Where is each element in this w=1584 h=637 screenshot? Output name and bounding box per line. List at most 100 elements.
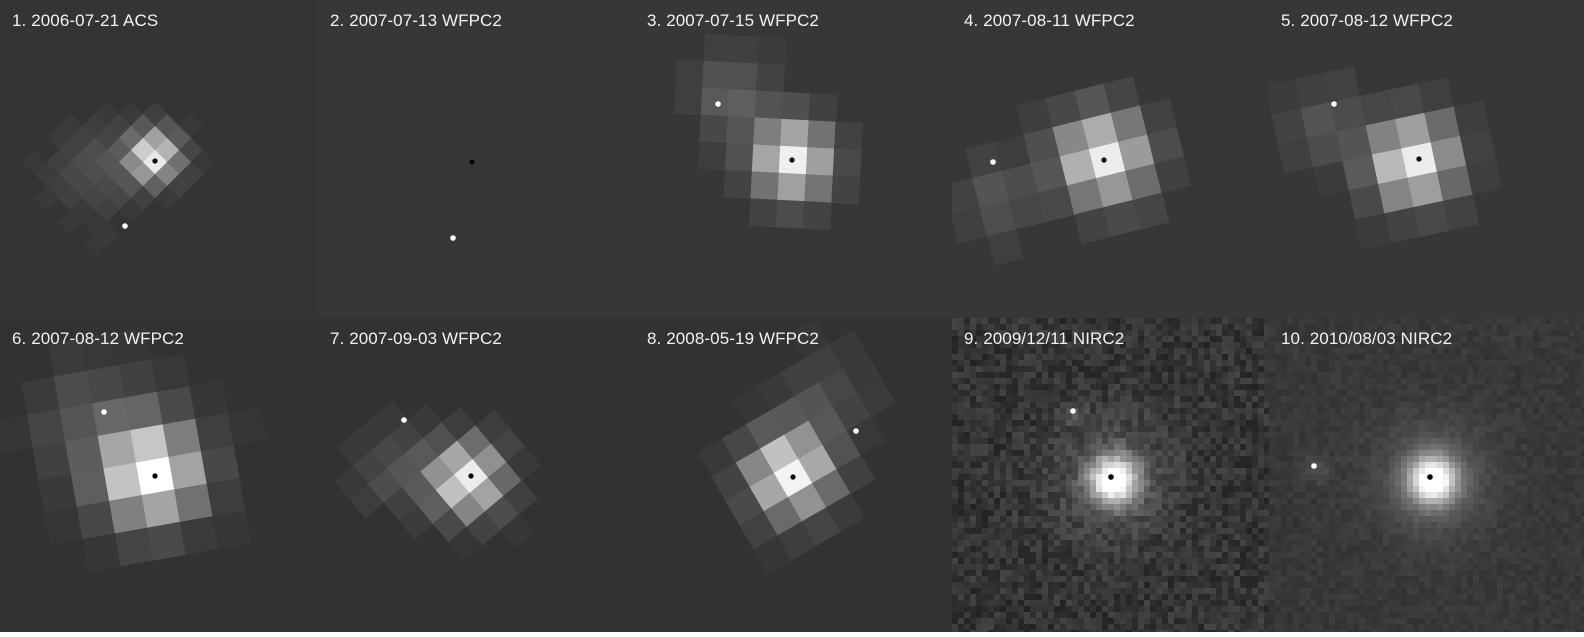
image-pixel xyxy=(1294,72,1331,109)
panel-5: 5. 2007-08-12 WFPC2 xyxy=(1269,0,1584,318)
panel-image xyxy=(635,318,952,632)
image-pixel xyxy=(1323,66,1360,103)
image-pixel xyxy=(828,329,868,369)
secondary-source-marker xyxy=(715,101,721,107)
image-pixel xyxy=(32,441,72,481)
image-pixel xyxy=(1154,156,1192,194)
image-pixel xyxy=(1378,177,1415,214)
image-pixel xyxy=(109,495,148,534)
image-pixel xyxy=(804,343,844,383)
secondary-source-marker xyxy=(853,428,859,434)
panel-image xyxy=(952,0,1269,318)
panel-label: 8. 2008-05-19 WFPC2 xyxy=(647,329,819,348)
image-pixel xyxy=(1354,213,1392,250)
image-pixel xyxy=(807,120,837,150)
image-pixel xyxy=(1330,95,1367,133)
image-pixel xyxy=(832,148,862,178)
image-pixel xyxy=(1371,148,1409,185)
image-pixel xyxy=(801,507,841,547)
image-pixel xyxy=(162,418,202,458)
image-pixel xyxy=(1008,192,1046,230)
image-pixel xyxy=(38,473,78,513)
image-pixel xyxy=(726,116,756,145)
image-pixel xyxy=(780,118,810,148)
panel-label: 4. 2007-08-11 WFPC2 xyxy=(964,11,1135,30)
image-pixel xyxy=(673,86,703,116)
panel-label: 9. 2009/12/11 NIRC2 xyxy=(964,329,1125,348)
image-pixel xyxy=(1436,165,1473,202)
image-pixel xyxy=(846,416,886,456)
panel-label: 6. 2007-08-12 WFPC2 xyxy=(12,329,184,348)
image-pixel xyxy=(179,516,219,555)
secondary-source-marker xyxy=(401,417,407,423)
image-pixel xyxy=(1103,76,1141,114)
primary-source-marker xyxy=(789,157,795,163)
image-pixel xyxy=(856,378,896,418)
image-pixel xyxy=(1074,207,1112,245)
primary-source-marker xyxy=(152,158,158,164)
image-pixel xyxy=(1103,199,1141,237)
image-pixel xyxy=(1277,137,1314,174)
image-pixel xyxy=(721,424,761,464)
panel-9: 9. 2009/12/11 NIRC2 xyxy=(952,318,1269,632)
image-pixel xyxy=(826,493,866,533)
image-pixel xyxy=(1342,154,1379,191)
image-pixel xyxy=(212,510,252,550)
image-pixel xyxy=(200,445,240,485)
image-pixel xyxy=(26,408,66,448)
primary-source-marker xyxy=(468,473,474,479)
image-pixel xyxy=(91,397,131,437)
image-pixel xyxy=(118,359,158,399)
primary-source-marker xyxy=(152,473,158,479)
panel-label: 1. 2006-07-21 ACS xyxy=(12,11,159,30)
image-pixel xyxy=(724,142,754,172)
image-pixel xyxy=(147,521,187,561)
panel-label: 7. 2007-09-03 WFPC2 xyxy=(330,329,502,348)
image-pixel xyxy=(1096,170,1134,208)
image-pixel xyxy=(749,472,789,512)
panel-image xyxy=(1269,318,1584,632)
image-pixel xyxy=(725,486,765,526)
image-pixel xyxy=(675,59,705,89)
image-pixel xyxy=(831,175,861,205)
image-pixel xyxy=(986,228,1024,266)
panel-8: 8. 2008-05-19 WFPC2 xyxy=(635,318,952,632)
image-pixel xyxy=(787,482,827,522)
image-pixel xyxy=(1271,108,1308,145)
image-pixel xyxy=(731,385,771,425)
image-pixel xyxy=(1443,194,1480,231)
image-pixel xyxy=(189,380,229,420)
image-pixel xyxy=(1059,148,1097,186)
image-pixel xyxy=(965,141,1003,179)
image-pixel xyxy=(1074,83,1112,121)
image-pixel xyxy=(697,141,727,171)
image-pixel xyxy=(802,201,832,231)
panel-image xyxy=(318,318,635,632)
image-pixel xyxy=(53,370,93,410)
image-pixel xyxy=(1088,141,1126,179)
image-pixel xyxy=(729,62,759,91)
image-pixel xyxy=(97,430,137,469)
image-pixel xyxy=(58,210,84,235)
image-pixel xyxy=(727,89,757,118)
image-pixel xyxy=(1348,183,1385,221)
panel-image xyxy=(635,0,952,318)
image-pixel xyxy=(1052,119,1090,157)
panel-image xyxy=(1269,0,1584,318)
image-pixel xyxy=(808,406,848,446)
image-pixel xyxy=(834,121,864,151)
image-pixel xyxy=(118,198,144,223)
panel-10: 10. 2010/08/03 NIRC2 xyxy=(1269,318,1584,632)
panel-3: 3. 2007-07-15 WFPC2 xyxy=(635,0,952,318)
image-pixel xyxy=(112,326,152,366)
image-pixel xyxy=(952,207,988,245)
image-pixel xyxy=(730,35,760,65)
image-pixel xyxy=(780,357,820,397)
image-pixel xyxy=(1407,171,1444,208)
image-pixel xyxy=(59,403,99,443)
image-pixel xyxy=(1365,118,1402,156)
image-pixel xyxy=(822,430,862,470)
image-pixel xyxy=(836,454,876,494)
image-pixel xyxy=(711,462,751,502)
image-pixel xyxy=(1466,158,1503,196)
